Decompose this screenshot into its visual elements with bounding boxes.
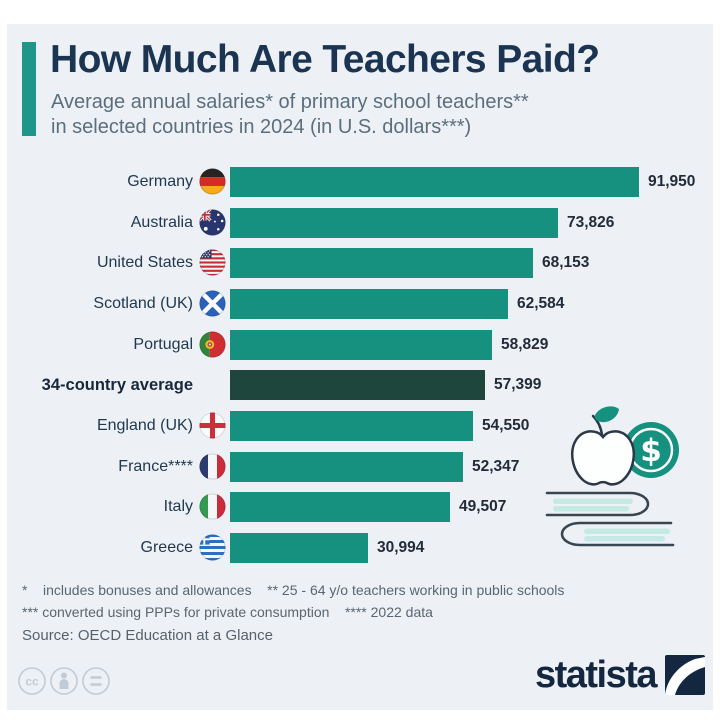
svg-text:$: $ (640, 433, 662, 469)
bar-germany (230, 167, 639, 197)
country-label: 34-country average (41, 376, 193, 395)
dollar-coin-icon: $ (623, 422, 679, 478)
books-icon (545, 491, 675, 547)
footnote-line-2: *** converted using PPPs for private con… (22, 604, 433, 620)
page-title: How Much Are Teachers Paid? (50, 38, 600, 81)
statista-logo-mark (665, 655, 705, 695)
value-label: 30,994 (377, 538, 425, 556)
chart-row: 34-country average 57,399 (7, 370, 713, 401)
flag-australia-icon (199, 209, 226, 236)
value-label: 68,153 (542, 254, 590, 272)
country-label: Australia (130, 213, 193, 231)
chart-subtitle: Average annual salaries* of primary scho… (51, 90, 529, 140)
chart-row: France**** 52,347 (7, 451, 713, 482)
country-label: Italy (163, 498, 193, 516)
value-label: 49,507 (459, 498, 507, 516)
footnote-line-1: * includes bonuses and allowances ** 25 … (22, 582, 565, 598)
country-label: Germany (127, 173, 193, 190)
statista-logo-text: statista (534, 654, 658, 696)
country-label: Scotland (UK) (93, 294, 193, 312)
flag-scotland-icon (199, 290, 226, 317)
bar-france (230, 451, 463, 482)
apple-icon (570, 406, 636, 486)
chart-row: Italy 49,507 (7, 492, 713, 523)
attribution-icon (50, 667, 78, 695)
chart-row: England (UK) 54,550 (7, 410, 713, 441)
chart-row: United States 68,153 (7, 248, 713, 279)
value-label: 73,826 (567, 213, 615, 231)
statista-logo[interactable]: statista (535, 653, 705, 697)
country-label: United States (96, 254, 193, 272)
teacher-illustration: $ (545, 406, 679, 547)
flag-united-states-icon (199, 249, 226, 276)
value-label: 91,950 (648, 173, 696, 190)
country-label: England (UK) (96, 416, 193, 434)
chart-row: Australia 73,826 (7, 207, 713, 238)
title-accent-bar (22, 42, 36, 136)
country-label: Portugal (133, 335, 193, 353)
country-label: Greece (140, 538, 193, 556)
bar-united-states (230, 248, 533, 279)
value-label: 57,399 (494, 376, 542, 394)
flag-england-icon (199, 412, 226, 439)
flag-italy-icon (199, 493, 226, 520)
bar-chart: Germany 91,950 Australia 73,826 United State… (7, 24, 713, 580)
country-label: France**** (118, 457, 193, 475)
chart-row: Germany 91,950 (7, 167, 713, 197)
chart-row: Scotland (UK) 62,584 (7, 288, 713, 319)
bar-england (230, 410, 473, 441)
bar-italy (230, 492, 450, 523)
value-label: 52,347 (472, 457, 520, 475)
equal-icon (82, 667, 110, 695)
chart-row: Portugal 58,829 (7, 329, 713, 360)
cc-icon: cc (18, 667, 46, 695)
chart-card: How Much Are Teachers Paid? Average annu… (7, 24, 713, 710)
flag-france-icon (199, 453, 226, 480)
license-icons[interactable]: cc (18, 664, 128, 698)
value-label: 54,550 (482, 416, 530, 434)
flag-germany-icon (199, 168, 226, 195)
value-label: 62,584 (517, 294, 565, 312)
source-note: Source: OECD Education at a Glance (22, 627, 273, 644)
flag-portugal-icon (199, 331, 226, 358)
chart-row: Greece 30,994 (7, 532, 713, 563)
subtitle-line-2: in selected countries in 2024 (in U.S. d… (51, 116, 472, 138)
svg-text:cc: cc (25, 675, 39, 689)
bar-australia (230, 207, 558, 238)
bar-greece (230, 532, 368, 563)
subtitle-line-1: Average annual salaries* of primary scho… (51, 91, 529, 113)
bar-scotland (230, 288, 508, 319)
bar-portugal (230, 329, 492, 360)
bar-average (230, 370, 485, 401)
value-label: 58,829 (501, 335, 549, 353)
flag-greece-icon (199, 534, 226, 561)
